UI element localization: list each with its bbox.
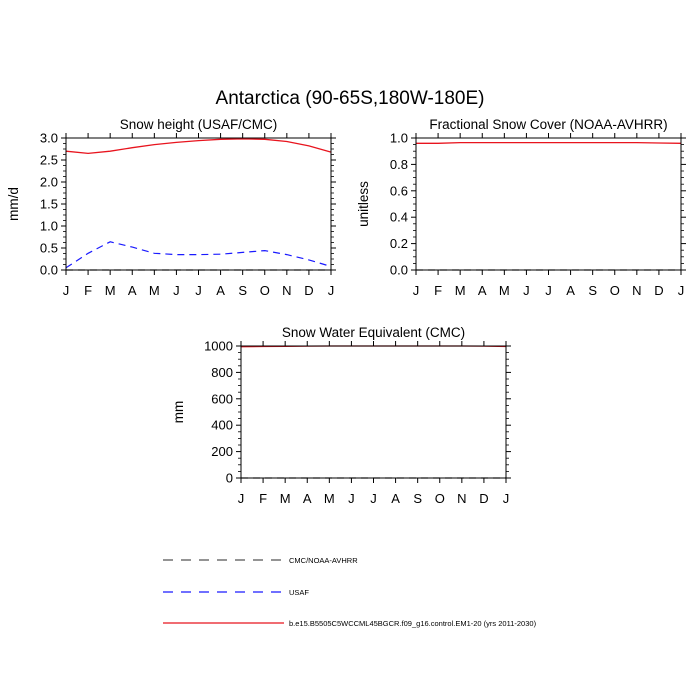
y-tick-label: 0.0: [390, 263, 408, 278]
x-tick-label: A: [303, 491, 312, 506]
y-tick-label: 1.0: [390, 131, 408, 146]
x-tick-label: J: [238, 491, 245, 506]
x-tick-label: J: [195, 283, 202, 298]
y-tick-label: 0.6: [390, 183, 408, 198]
x-tick-label: A: [128, 283, 137, 298]
y-tick-label: 200: [211, 444, 233, 459]
x-tick-label: F: [259, 491, 267, 506]
x-tick-label: J: [63, 283, 70, 298]
plot-frame: [65, 137, 332, 271]
y-axis-label: mm: [171, 401, 186, 424]
x-tick-label: M: [499, 283, 510, 298]
x-tick-label: J: [523, 283, 530, 298]
y-tick-label: 800: [211, 365, 233, 380]
panel-title: Snow Water Equivalent (CMC): [282, 325, 465, 340]
chart-panel-3: Snow Water Equivalent (CMC)mmJ F M A M J J A S O N…: [171, 325, 511, 506]
x-tick-label: J: [678, 283, 685, 298]
plot-frame: [240, 345, 507, 479]
y-axis-label: mm/d: [6, 187, 21, 221]
y-axis-label: unitless: [356, 181, 371, 227]
y-tick-label: 2.5: [40, 153, 58, 168]
plot-frame: [415, 137, 682, 271]
x-tick-label: J: [503, 491, 510, 506]
y-tick-label: 1000: [204, 339, 233, 354]
y-tick-label: 400: [211, 418, 233, 433]
y-tick-label: 2.0: [40, 175, 58, 190]
x-tick-label: D: [304, 283, 313, 298]
chart-panel-2: Fractional Snow Cover (NOAA-AVHRR) unitle…: [356, 117, 686, 298]
y-tick-label: 1.5: [40, 197, 58, 212]
x-tick-label: A: [216, 283, 225, 298]
legend-label: CMC/NOAA-AVHRR: [289, 556, 358, 565]
x-tick-label: J: [413, 283, 420, 298]
legend-label: USAF: [289, 588, 309, 597]
x-tick-label: A: [391, 491, 400, 506]
y-tick-label: 0.0: [40, 263, 58, 278]
panels: Snow height (USAF/CMC)mm/dJ F M A M J J A S O N D J0…: [6, 117, 686, 506]
series-line-model: [65, 138, 332, 155]
x-tick-label: M: [324, 491, 335, 506]
x-tick-label: J: [545, 283, 552, 298]
x-tick-label: O: [260, 283, 270, 298]
x-tick-label: J: [370, 491, 377, 506]
y-tick-label: 0.5: [40, 241, 58, 256]
x-tick-label: D: [479, 491, 488, 506]
main-title: Antarctica (90-65S,180W-180E): [216, 88, 485, 109]
x-tick-label: J: [348, 491, 355, 506]
x-tick-label: F: [84, 283, 92, 298]
x-tick-label: J: [328, 283, 335, 298]
series-line-model: [416, 141, 682, 144]
y-tick-label: 0: [226, 471, 233, 486]
legend-label: b.e15.B5505C5WCCML45BGCR.f09_g16.control…: [289, 619, 537, 628]
legend: CMC/NOAA-AVHRR USAF b.e15.B5505C5WCCML45BG…: [163, 556, 537, 628]
panel-title: Fractional Snow Cover (NOAA-AVHRR): [429, 117, 667, 132]
x-tick-label: S: [588, 283, 597, 298]
x-tick-label: M: [105, 283, 116, 298]
x-tick-label: O: [435, 491, 445, 506]
y-tick-label: 1.0: [40, 219, 58, 234]
x-tick-label: M: [149, 283, 160, 298]
y-tick-label: 3.0: [40, 131, 58, 146]
x-tick-label: M: [280, 491, 291, 506]
x-tick-label: O: [610, 283, 620, 298]
y-tick-label: 0.2: [390, 236, 408, 251]
y-tick-label: 0.4: [390, 210, 408, 225]
x-tick-label: S: [413, 491, 422, 506]
x-tick-label: A: [566, 283, 575, 298]
x-tick-label: N: [632, 283, 641, 298]
x-tick-label: A: [478, 283, 487, 298]
x-tick-label: N: [457, 491, 466, 506]
chart-panel-1: Snow height (USAF/CMC)mm/dJ F M A M J J A S O N D J0…: [6, 117, 336, 298]
y-tick-label: 600: [211, 391, 233, 406]
x-tick-label: F: [434, 283, 442, 298]
x-tick-label: D: [654, 283, 663, 298]
x-tick-label: S: [238, 283, 247, 298]
x-tick-label: M: [455, 283, 466, 298]
x-tick-label: N: [282, 283, 291, 298]
y-tick-label: 0.8: [390, 157, 408, 172]
x-tick-label: J: [173, 283, 180, 298]
series-line-usaf: [65, 241, 332, 269]
panel-title: Snow height (USAF/CMC): [120, 117, 278, 132]
